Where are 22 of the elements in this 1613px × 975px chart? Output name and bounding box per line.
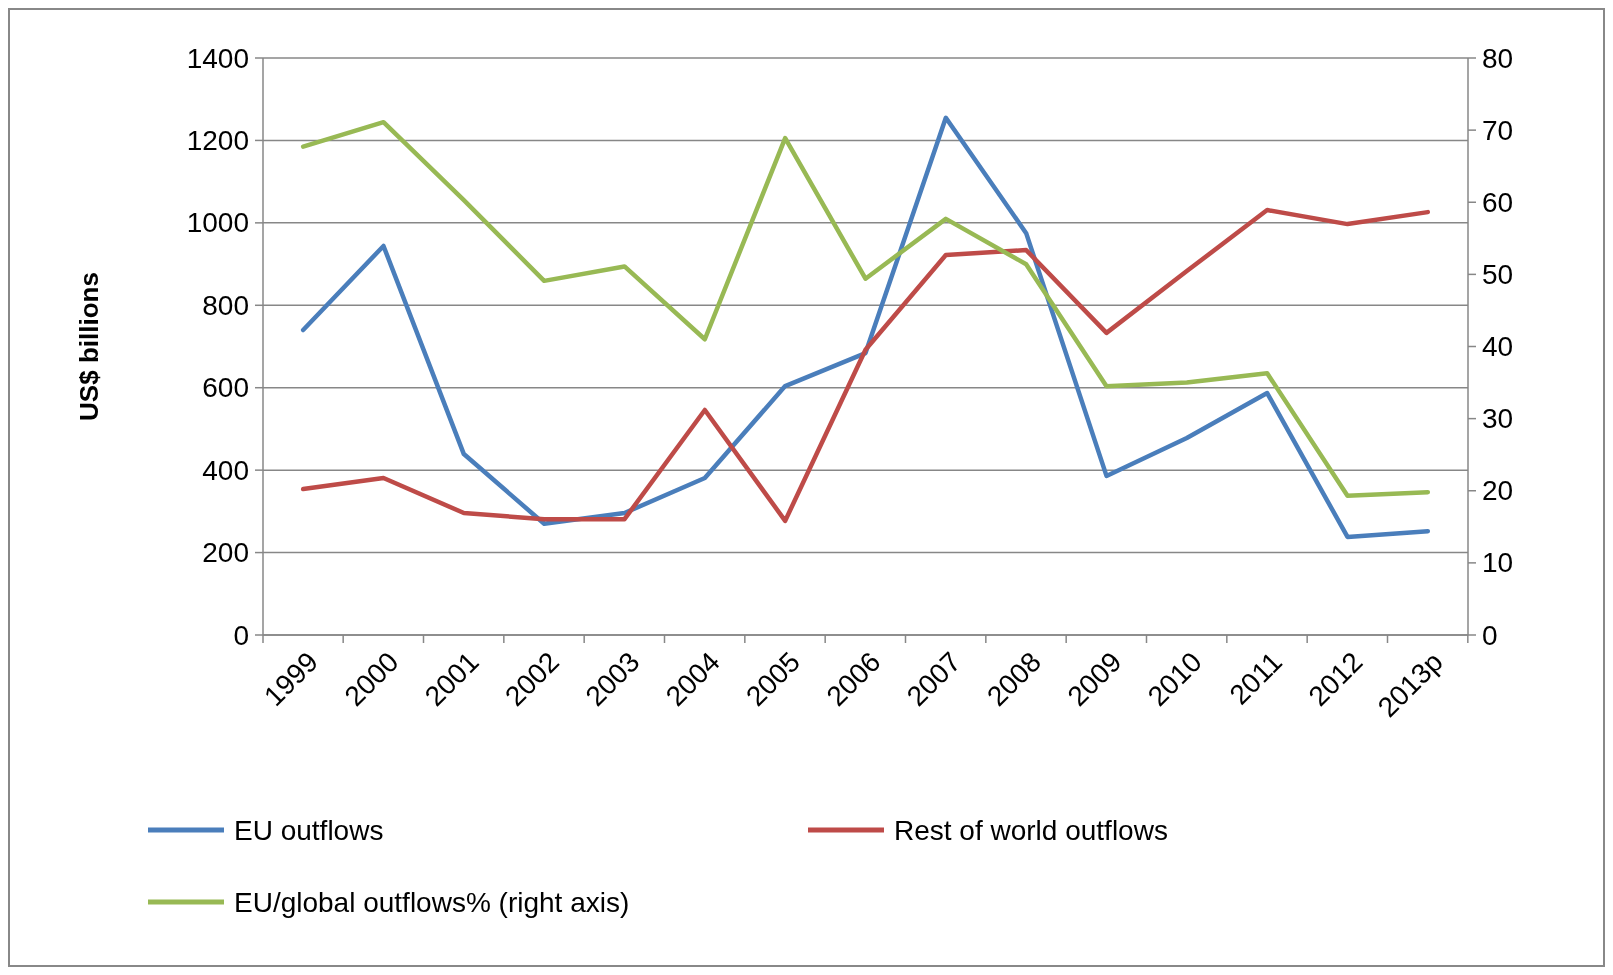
y-axis-title: US$ billions — [74, 272, 104, 421]
legend-label: Rest of world outflows — [894, 814, 1168, 846]
y-tick-label: 1000 — [186, 207, 249, 239]
y-tick-label: 600 — [202, 372, 249, 404]
legend-label: EU/global outflows% (right axis) — [234, 886, 630, 918]
line-series — [300, 207, 1431, 524]
y-tick-label: 1400 — [186, 42, 249, 74]
y2-tick-label: 80 — [1482, 42, 1514, 74]
y2-tick-label: 20 — [1482, 475, 1514, 507]
y2-tick-label: 70 — [1482, 114, 1514, 146]
y-tick-label: 1200 — [186, 124, 249, 156]
y2-tick-label: 40 — [1482, 331, 1514, 362]
legend-label: EU outflows — [234, 814, 384, 846]
y-tick-label: 800 — [202, 289, 249, 321]
y2-tick-label: 0 — [1482, 619, 1498, 651]
y-tick-label: 200 — [202, 537, 249, 569]
y-tick-label: 400 — [202, 454, 249, 486]
y2-tick-label: 50 — [1482, 258, 1514, 290]
y-tick-label: 0 — [233, 619, 249, 651]
y2-tick-label: 10 — [1482, 547, 1514, 579]
y2-tick-label: 60 — [1482, 186, 1514, 218]
y2-tick-label: 30 — [1482, 403, 1514, 435]
